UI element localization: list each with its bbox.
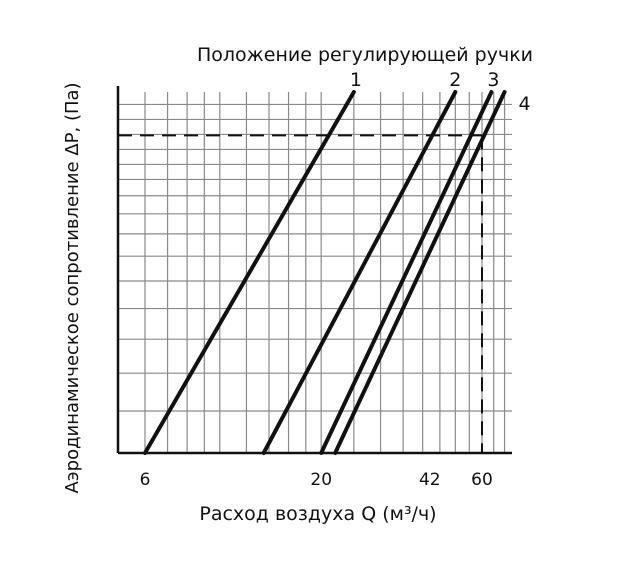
series-label-2: 2 xyxy=(449,69,461,91)
x-tick-label-0: 6 xyxy=(140,470,151,490)
x-tick-label-3: 60 xyxy=(471,470,493,490)
x-tick-label-1: 20 xyxy=(310,470,332,490)
series-label-4: 4 xyxy=(519,93,531,115)
y-axis-label: Аэродинамическое сопротивление ΔP, (Па) xyxy=(62,82,83,493)
axes xyxy=(116,86,512,455)
series-line-3 xyxy=(319,90,494,455)
x-tick-labels: 6 20 42 60 xyxy=(140,470,493,490)
series-label-1: 1 xyxy=(350,69,362,91)
series-group: 1 2 34 xyxy=(143,69,531,455)
x-axis-label: Расход воздуха Q (м³/ч) xyxy=(199,503,436,525)
series-line-4 xyxy=(333,90,507,455)
series-line-1 xyxy=(143,90,356,455)
series-line-2 xyxy=(261,90,458,455)
chart-title: Положение регулирующей ручки xyxy=(197,44,533,66)
reference-line xyxy=(118,134,483,453)
series-label-3: 3 xyxy=(487,69,499,91)
x-tick-label-2: 42 xyxy=(419,470,441,490)
